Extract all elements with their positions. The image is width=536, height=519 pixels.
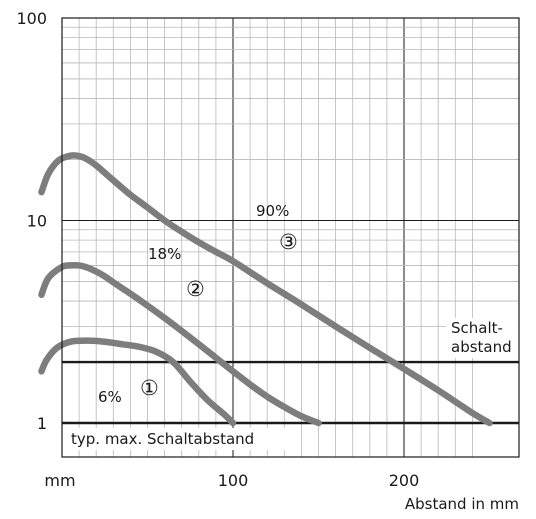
x-unit-label: mm (44, 471, 75, 490)
schaltabstand-label-line1: Schalt- (451, 319, 503, 337)
x-tick-label: 100 (218, 471, 249, 490)
curve-2 (38, 261, 322, 427)
schaltabstand-label-line2: abstand (451, 338, 512, 356)
y-tick-label: 10 (27, 212, 47, 231)
typ-max-label-bg (65, 428, 295, 450)
curve-3-percent-label: 90% (256, 202, 289, 220)
y-tick-label: 100 (16, 9, 47, 28)
curve-2-number-label: ② (186, 277, 205, 301)
curve-labels: 6% ① 18% ② 90% ③ (98, 202, 298, 406)
reference-lines: Schalt-abstand typ. max. Schaltabstand (62, 318, 519, 450)
schaltabstand-label-bg (446, 318, 518, 358)
typ-max-schaltabstand-label: typ. max. Schaltabstand (71, 430, 254, 448)
curve-1-percent-label: 6% (98, 388, 122, 406)
plot-frame (61, 17, 520, 458)
curve-3-number-label: ③ (279, 230, 298, 254)
curves (38, 152, 493, 427)
x-axis-label: Abstand in mm (405, 495, 519, 513)
tick-labels: 1 10 100 100 200 (16, 9, 419, 490)
y-tick-label: 1 (37, 414, 47, 433)
curve-1-number-label: ① (140, 376, 159, 400)
curve-2-percent-label: 18% (148, 245, 181, 263)
curve-1 (38, 337, 237, 427)
curve-3 (38, 152, 493, 427)
x-tick-label: 200 (389, 471, 420, 490)
